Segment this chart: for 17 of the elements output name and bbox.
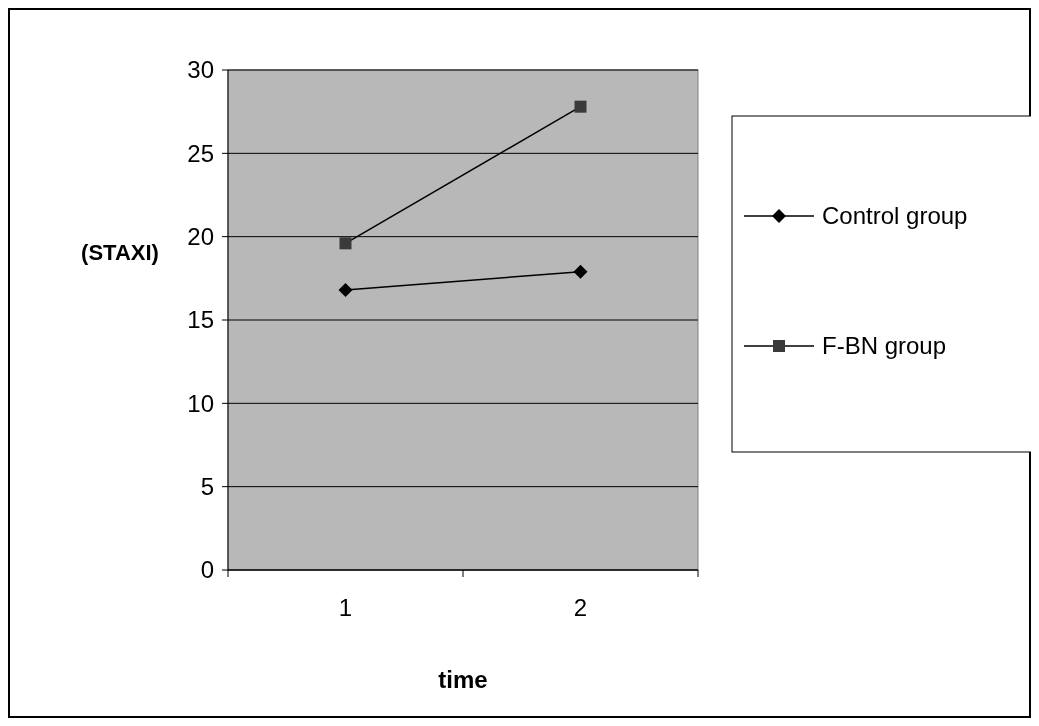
y-axis-title: (STAXI)	[81, 240, 159, 266]
y-tick-label: 20	[187, 223, 214, 251]
y-tick-label: 15	[187, 306, 214, 334]
point	[338, 283, 353, 297]
y-tick-label: 10	[187, 389, 214, 417]
point	[574, 100, 587, 113]
y-tick-label: 5	[200, 473, 214, 501]
point	[573, 264, 588, 279]
y-tick-label: 0	[200, 556, 214, 584]
x-axis-title: time	[438, 666, 488, 693]
y-tick-label: 25	[187, 139, 214, 167]
x-tick-label: 1	[338, 594, 353, 621]
x-tick-label: 2	[573, 594, 588, 621]
point	[339, 237, 352, 250]
legend-label: F-BN group	[822, 332, 947, 360]
legend-label: Control group	[822, 202, 968, 230]
y-tick-label: 30	[187, 56, 214, 84]
